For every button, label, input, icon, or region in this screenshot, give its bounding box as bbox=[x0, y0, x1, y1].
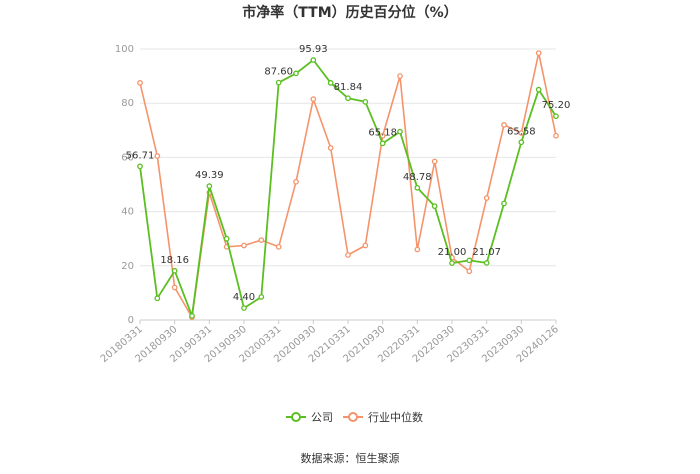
data-label: 65.18 bbox=[368, 127, 397, 138]
data-point[interactable] bbox=[258, 237, 265, 243]
data-label: 81.84 bbox=[334, 82, 363, 93]
chart-title: 市净率（TTM）历史百分位（%） bbox=[242, 4, 457, 21]
data-point[interactable] bbox=[310, 96, 317, 102]
data-label: 75.20 bbox=[542, 100, 571, 111]
data-point[interactable] bbox=[171, 284, 178, 291]
data-label: 21.00 bbox=[438, 247, 467, 258]
data-point[interactable] bbox=[137, 80, 143, 86]
data-point[interactable] bbox=[362, 242, 369, 249]
y-tick-label: 0 bbox=[128, 315, 134, 326]
legend-swatch-industry-dot bbox=[348, 412, 358, 422]
data-point[interactable] bbox=[171, 267, 178, 274]
data-point[interactable] bbox=[137, 163, 143, 170]
legend-label-company: 公司 bbox=[311, 411, 333, 424]
y-tick-label: 60 bbox=[121, 152, 134, 163]
data-point[interactable] bbox=[535, 50, 542, 56]
series-lines bbox=[137, 50, 559, 321]
data-point[interactable] bbox=[449, 260, 455, 266]
y-tick-label: 100 bbox=[115, 44, 134, 55]
y-tick-label: 40 bbox=[121, 207, 134, 218]
data-point[interactable] bbox=[206, 183, 213, 190]
legend: 公司 行业中位数 bbox=[286, 410, 423, 424]
data-point[interactable] bbox=[553, 132, 559, 139]
data-point[interactable] bbox=[258, 294, 265, 300]
y-tick-label: 80 bbox=[121, 98, 134, 109]
data-point[interactable] bbox=[293, 178, 299, 185]
data-point[interactable] bbox=[397, 73, 403, 79]
y-axis: 0 20 40 60 80 100 bbox=[115, 44, 134, 326]
data-point[interactable] bbox=[535, 86, 542, 93]
data-label: 65.58 bbox=[507, 126, 536, 137]
legend-item-industry[interactable]: 行业中位数 bbox=[343, 410, 423, 424]
data-label: 87.60 bbox=[264, 67, 293, 78]
data-point[interactable] bbox=[414, 184, 421, 191]
data-point[interactable] bbox=[154, 153, 161, 159]
data-label: 95.93 bbox=[299, 44, 328, 55]
data-point[interactable] bbox=[397, 128, 403, 135]
data-point[interactable] bbox=[327, 145, 334, 151]
data-point[interactable] bbox=[431, 203, 438, 210]
data-point[interactable] bbox=[483, 260, 490, 266]
data-labels: 56.71 18.16 49.39 4.40 87.60 95.93 81.84 65.18 4… bbox=[126, 44, 571, 303]
data-point[interactable] bbox=[518, 139, 525, 146]
legend-item-company[interactable]: 公司 bbox=[286, 411, 333, 424]
data-source: 数据来源：恒生聚源 bbox=[301, 451, 400, 465]
data-point[interactable] bbox=[362, 98, 369, 105]
data-point[interactable] bbox=[189, 313, 195, 319]
data-point[interactable] bbox=[466, 268, 473, 275]
data-point[interactable] bbox=[414, 246, 421, 253]
data-label: 49.39 bbox=[195, 170, 224, 181]
data-point[interactable] bbox=[501, 122, 507, 128]
data-point[interactable] bbox=[553, 113, 559, 120]
data-point[interactable] bbox=[293, 70, 299, 77]
data-point[interactable] bbox=[483, 195, 490, 201]
data-point[interactable] bbox=[379, 140, 386, 147]
data-point[interactable] bbox=[345, 95, 351, 102]
data-label: 48.78 bbox=[403, 172, 432, 183]
data-label: 18.16 bbox=[160, 255, 189, 266]
legend-label-industry: 行业中位数 bbox=[368, 410, 423, 424]
data-point[interactable] bbox=[275, 79, 282, 86]
data-point[interactable] bbox=[241, 305, 247, 311]
data-label: 56.71 bbox=[126, 150, 155, 161]
data-point[interactable] bbox=[501, 200, 507, 207]
data-point[interactable] bbox=[275, 243, 282, 250]
data-point[interactable] bbox=[241, 242, 247, 249]
data-point[interactable] bbox=[327, 80, 334, 86]
data-point[interactable] bbox=[223, 235, 230, 242]
data-point[interactable] bbox=[379, 132, 386, 139]
y-tick-label: 20 bbox=[121, 261, 134, 272]
x-axis: 2018033120180930201903312019093020200331… bbox=[99, 319, 561, 365]
data-point[interactable] bbox=[345, 252, 351, 258]
data-label: 4.40 bbox=[233, 292, 255, 303]
legend-swatch-company-dot bbox=[291, 412, 301, 422]
data-point[interactable] bbox=[154, 295, 161, 302]
series-company bbox=[137, 57, 559, 319]
data-label: 21.07 bbox=[472, 247, 501, 258]
data-point[interactable] bbox=[431, 158, 438, 165]
data-point[interactable] bbox=[310, 57, 317, 63]
data-point[interactable] bbox=[466, 257, 473, 264]
